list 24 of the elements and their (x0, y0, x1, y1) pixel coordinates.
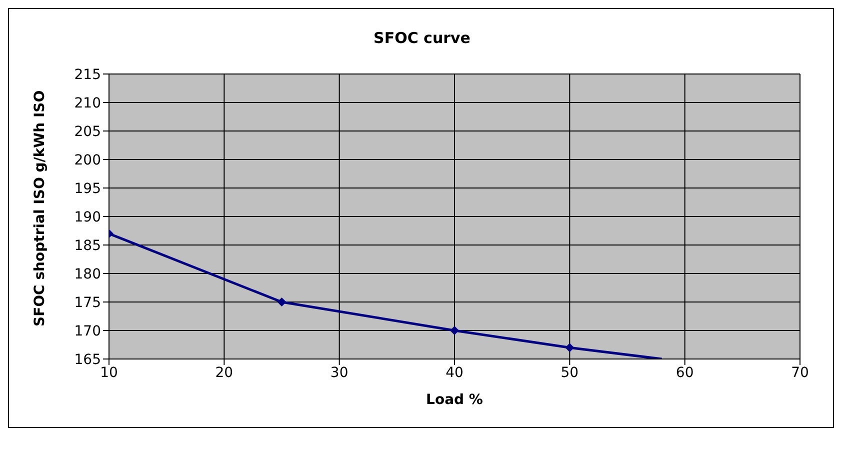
y-tick-label: 205 (74, 124, 101, 140)
y-tick-label: 185 (74, 238, 101, 254)
y-tick-label: 180 (74, 266, 101, 282)
y-tick-label: 210 (74, 95, 101, 112)
point (450, 326, 459, 335)
x-tick-label: 10 (100, 364, 118, 381)
y-axis-title: SFOC shoptrial ISO g/kWh ISO (32, 90, 48, 326)
y-tick-label: 215 (74, 66, 101, 83)
point (565, 343, 574, 352)
y-tick-label: 190 (74, 209, 101, 226)
x-tick-label: 40 (446, 364, 464, 381)
chart-title: SFOC curve (372, 29, 472, 47)
x-tick-label: 60 (676, 364, 694, 381)
x-tick-label: 50 (560, 364, 579, 381)
y-tick-label: 170 (74, 323, 101, 340)
x-tick-label: 70 (791, 364, 809, 381)
x-axis-title: Load % (426, 392, 483, 408)
y-tick-label: 200 (74, 152, 101, 168)
y-tick-label: 165 (74, 352, 101, 368)
y-tick-label: 175 (74, 294, 101, 311)
x-tick-label: 30 (330, 364, 348, 381)
y-tick-label: 195 (74, 180, 101, 197)
point (277, 298, 286, 306)
x-tick-label: 20 (215, 364, 234, 381)
